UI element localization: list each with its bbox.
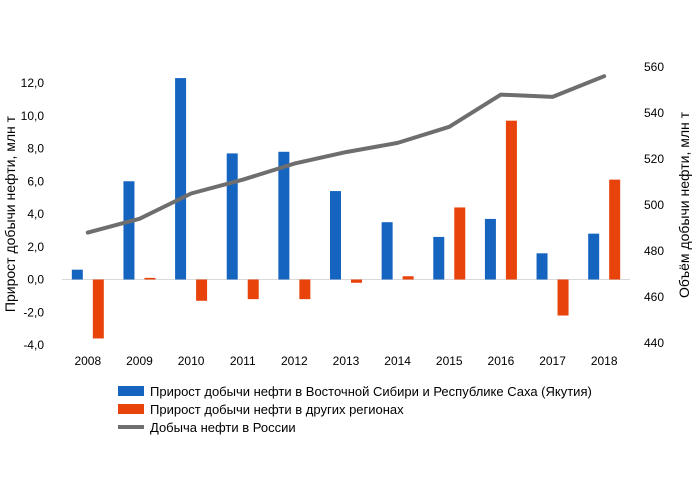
bar-series-1 bbox=[226, 153, 238, 280]
left-tick-label: 12,0 bbox=[21, 76, 45, 90]
bar-series-1 bbox=[484, 218, 496, 280]
x-tick-label: 2014 bbox=[384, 354, 411, 368]
legend-label: Добыча нефти в России bbox=[150, 420, 296, 435]
right-tick-label: 560 bbox=[644, 60, 664, 74]
line-group bbox=[85, 74, 607, 235]
x-tick-label: 2016 bbox=[488, 354, 515, 368]
bar-series-2 bbox=[299, 279, 311, 300]
bar-series-1 bbox=[536, 253, 548, 280]
left-tick-label: -2,0 bbox=[23, 305, 44, 319]
bar-series-1 bbox=[71, 269, 83, 280]
legend-label: Прирост добычи нефти в других регионах bbox=[150, 402, 404, 417]
left-tick-label: 6,0 bbox=[27, 174, 44, 188]
left-tick-label: 0,0 bbox=[27, 273, 44, 287]
left-axis-title: Прирост добычи нефти, млн т bbox=[2, 115, 18, 312]
right-tick-label: 480 bbox=[644, 244, 664, 258]
bar-series-2 bbox=[92, 279, 104, 339]
left-axis-ticks: -4,0 -2,0 0,0 2,0 4,0 6,0 8,0 10,0 12,0 bbox=[21, 76, 45, 352]
right-tick-label: 460 bbox=[644, 290, 664, 304]
right-axis-title: Объём добычи нефти, млн т bbox=[676, 111, 692, 298]
right-tick-label: 500 bbox=[644, 198, 664, 212]
bar-series-2 bbox=[505, 120, 517, 280]
left-tick-label: 10,0 bbox=[21, 109, 45, 123]
x-axis-ticks: 2008 2009 2010 2011 2012 2013 2014 2015 2016 2017… bbox=[74, 354, 617, 368]
bar-series-1 bbox=[175, 78, 187, 280]
left-tick-label: -4,0 bbox=[23, 338, 44, 352]
x-tick-label: 2011 bbox=[230, 354, 256, 368]
x-tick-label: 2013 bbox=[333, 354, 360, 368]
x-tick-label: 2010 bbox=[178, 354, 205, 368]
legend-swatch-bar bbox=[118, 404, 144, 414]
x-tick-label: 2008 bbox=[74, 354, 101, 368]
left-tick-label: 2,0 bbox=[27, 240, 44, 254]
bar-series-2 bbox=[557, 279, 569, 316]
bar-series-1 bbox=[588, 233, 600, 280]
bar-series-2 bbox=[609, 179, 621, 280]
right-tick-label: 520 bbox=[644, 152, 664, 166]
x-tick-label: 2015 bbox=[436, 354, 463, 368]
left-tick-label: 8,0 bbox=[27, 142, 44, 156]
x-tick-label: 2009 bbox=[126, 354, 153, 368]
left-tick-label: 4,0 bbox=[27, 207, 44, 221]
bar-series-2 bbox=[144, 277, 156, 280]
bar-series-2 bbox=[196, 279, 208, 301]
bar-series-2 bbox=[351, 279, 362, 283]
legend: Прирост добычи нефти в Восточной Сибири … bbox=[118, 384, 592, 435]
line-series bbox=[85, 74, 607, 235]
bar-series-2 bbox=[402, 276, 414, 280]
right-axis-ticks: 440 460 480 500 520 540 560 bbox=[644, 60, 664, 350]
bar-series-1 bbox=[381, 222, 393, 280]
x-tick-label: 2012 bbox=[281, 354, 308, 368]
legend-swatch-bar bbox=[118, 386, 144, 396]
bar-series-1 bbox=[123, 181, 135, 280]
bars-group bbox=[71, 78, 621, 339]
x-tick-label: 2017 bbox=[539, 354, 566, 368]
x-tick-label: 2018 bbox=[591, 354, 618, 368]
bar-series-1 bbox=[433, 236, 445, 280]
right-tick-label: 440 bbox=[644, 336, 664, 350]
bar-series-2 bbox=[454, 207, 466, 280]
bar-series-1 bbox=[278, 151, 290, 280]
right-tick-label: 540 bbox=[644, 106, 664, 120]
bar-series-2 bbox=[247, 279, 259, 300]
legend-label: Прирост добычи нефти в Восточной Сибири … bbox=[150, 384, 592, 399]
bar-series-1 bbox=[330, 191, 341, 280]
